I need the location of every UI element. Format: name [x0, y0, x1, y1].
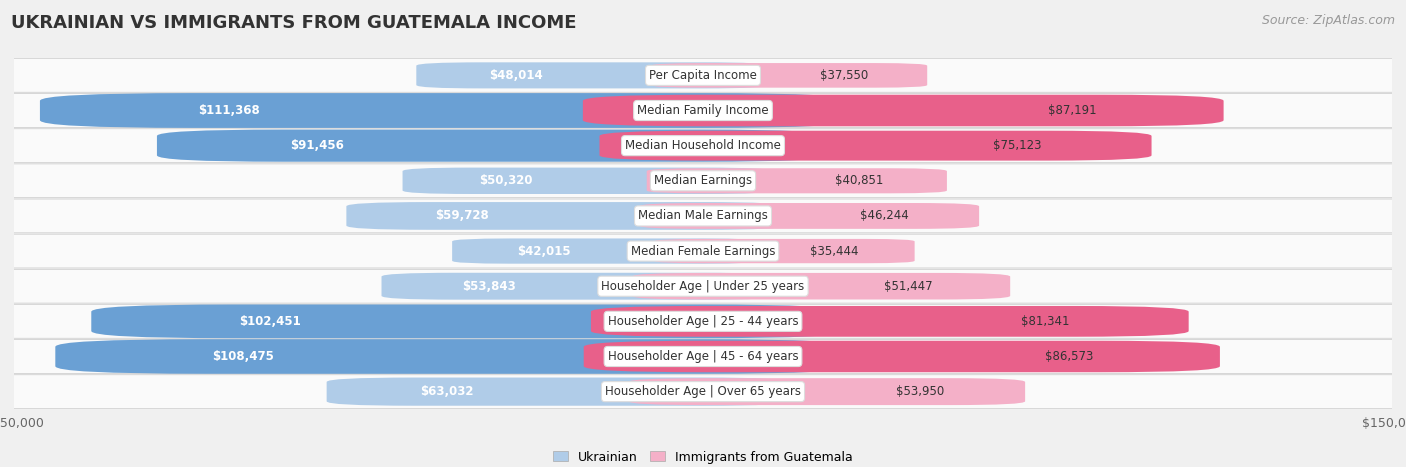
Text: $81,341: $81,341 — [1021, 315, 1070, 328]
FancyBboxPatch shape — [326, 377, 790, 406]
Text: $75,123: $75,123 — [993, 139, 1042, 152]
Text: Median Household Income: Median Household Income — [626, 139, 780, 152]
Text: $63,032: $63,032 — [420, 385, 474, 398]
FancyBboxPatch shape — [39, 93, 855, 128]
Text: Median Family Income: Median Family Income — [637, 104, 769, 117]
FancyBboxPatch shape — [453, 239, 761, 264]
Text: $53,950: $53,950 — [896, 385, 943, 398]
Text: $111,368: $111,368 — [198, 104, 260, 117]
Text: $108,475: $108,475 — [212, 350, 274, 363]
Text: $46,244: $46,244 — [859, 209, 908, 222]
FancyBboxPatch shape — [0, 269, 1406, 303]
FancyBboxPatch shape — [346, 202, 786, 230]
Legend: Ukrainian, Immigrants from Guatemala: Ukrainian, Immigrants from Guatemala — [548, 446, 858, 467]
Text: Median Earnings: Median Earnings — [654, 174, 752, 187]
Text: $59,728: $59,728 — [436, 209, 489, 222]
FancyBboxPatch shape — [0, 129, 1406, 163]
FancyBboxPatch shape — [55, 339, 852, 374]
Text: $53,843: $53,843 — [463, 280, 516, 293]
Text: $91,456: $91,456 — [290, 139, 343, 152]
Text: $86,573: $86,573 — [1045, 350, 1094, 363]
FancyBboxPatch shape — [0, 304, 1406, 338]
Text: Householder Age | Over 65 years: Householder Age | Over 65 years — [605, 385, 801, 398]
FancyBboxPatch shape — [381, 273, 778, 300]
FancyBboxPatch shape — [0, 164, 1406, 198]
Text: $51,447: $51,447 — [884, 280, 932, 293]
Text: $48,014: $48,014 — [489, 69, 543, 82]
FancyBboxPatch shape — [416, 62, 769, 88]
FancyBboxPatch shape — [640, 203, 979, 229]
Text: Source: ZipAtlas.com: Source: ZipAtlas.com — [1261, 14, 1395, 27]
Text: UKRAINIAN VS IMMIGRANTS FROM GUATEMALA INCOME: UKRAINIAN VS IMMIGRANTS FROM GUATEMALA I… — [11, 14, 576, 32]
Text: Householder Age | Under 25 years: Householder Age | Under 25 years — [602, 280, 804, 293]
Text: $42,015: $42,015 — [517, 245, 571, 258]
FancyBboxPatch shape — [651, 63, 927, 88]
Text: Householder Age | 45 - 64 years: Householder Age | 45 - 64 years — [607, 350, 799, 363]
FancyBboxPatch shape — [0, 94, 1406, 127]
Text: $35,444: $35,444 — [810, 245, 859, 258]
Text: $102,451: $102,451 — [239, 315, 301, 328]
FancyBboxPatch shape — [0, 340, 1406, 373]
Text: $87,191: $87,191 — [1047, 104, 1097, 117]
Text: Median Male Earnings: Median Male Earnings — [638, 209, 768, 222]
Text: Median Female Earnings: Median Female Earnings — [631, 245, 775, 258]
Text: $40,851: $40,851 — [835, 174, 884, 187]
FancyBboxPatch shape — [0, 375, 1406, 409]
Text: $50,320: $50,320 — [479, 174, 533, 187]
FancyBboxPatch shape — [628, 378, 1025, 405]
Text: Householder Age | 25 - 44 years: Householder Age | 25 - 44 years — [607, 315, 799, 328]
FancyBboxPatch shape — [583, 341, 1220, 372]
Text: Per Capita Income: Per Capita Income — [650, 69, 756, 82]
FancyBboxPatch shape — [157, 129, 830, 162]
Text: $37,550: $37,550 — [820, 69, 869, 82]
FancyBboxPatch shape — [91, 304, 844, 338]
FancyBboxPatch shape — [647, 168, 946, 193]
FancyBboxPatch shape — [591, 306, 1188, 337]
FancyBboxPatch shape — [583, 95, 1223, 126]
FancyBboxPatch shape — [402, 168, 772, 194]
FancyBboxPatch shape — [633, 273, 1010, 299]
FancyBboxPatch shape — [0, 58, 1406, 92]
FancyBboxPatch shape — [0, 199, 1406, 233]
FancyBboxPatch shape — [599, 131, 1152, 161]
FancyBboxPatch shape — [0, 234, 1406, 268]
FancyBboxPatch shape — [654, 239, 915, 263]
